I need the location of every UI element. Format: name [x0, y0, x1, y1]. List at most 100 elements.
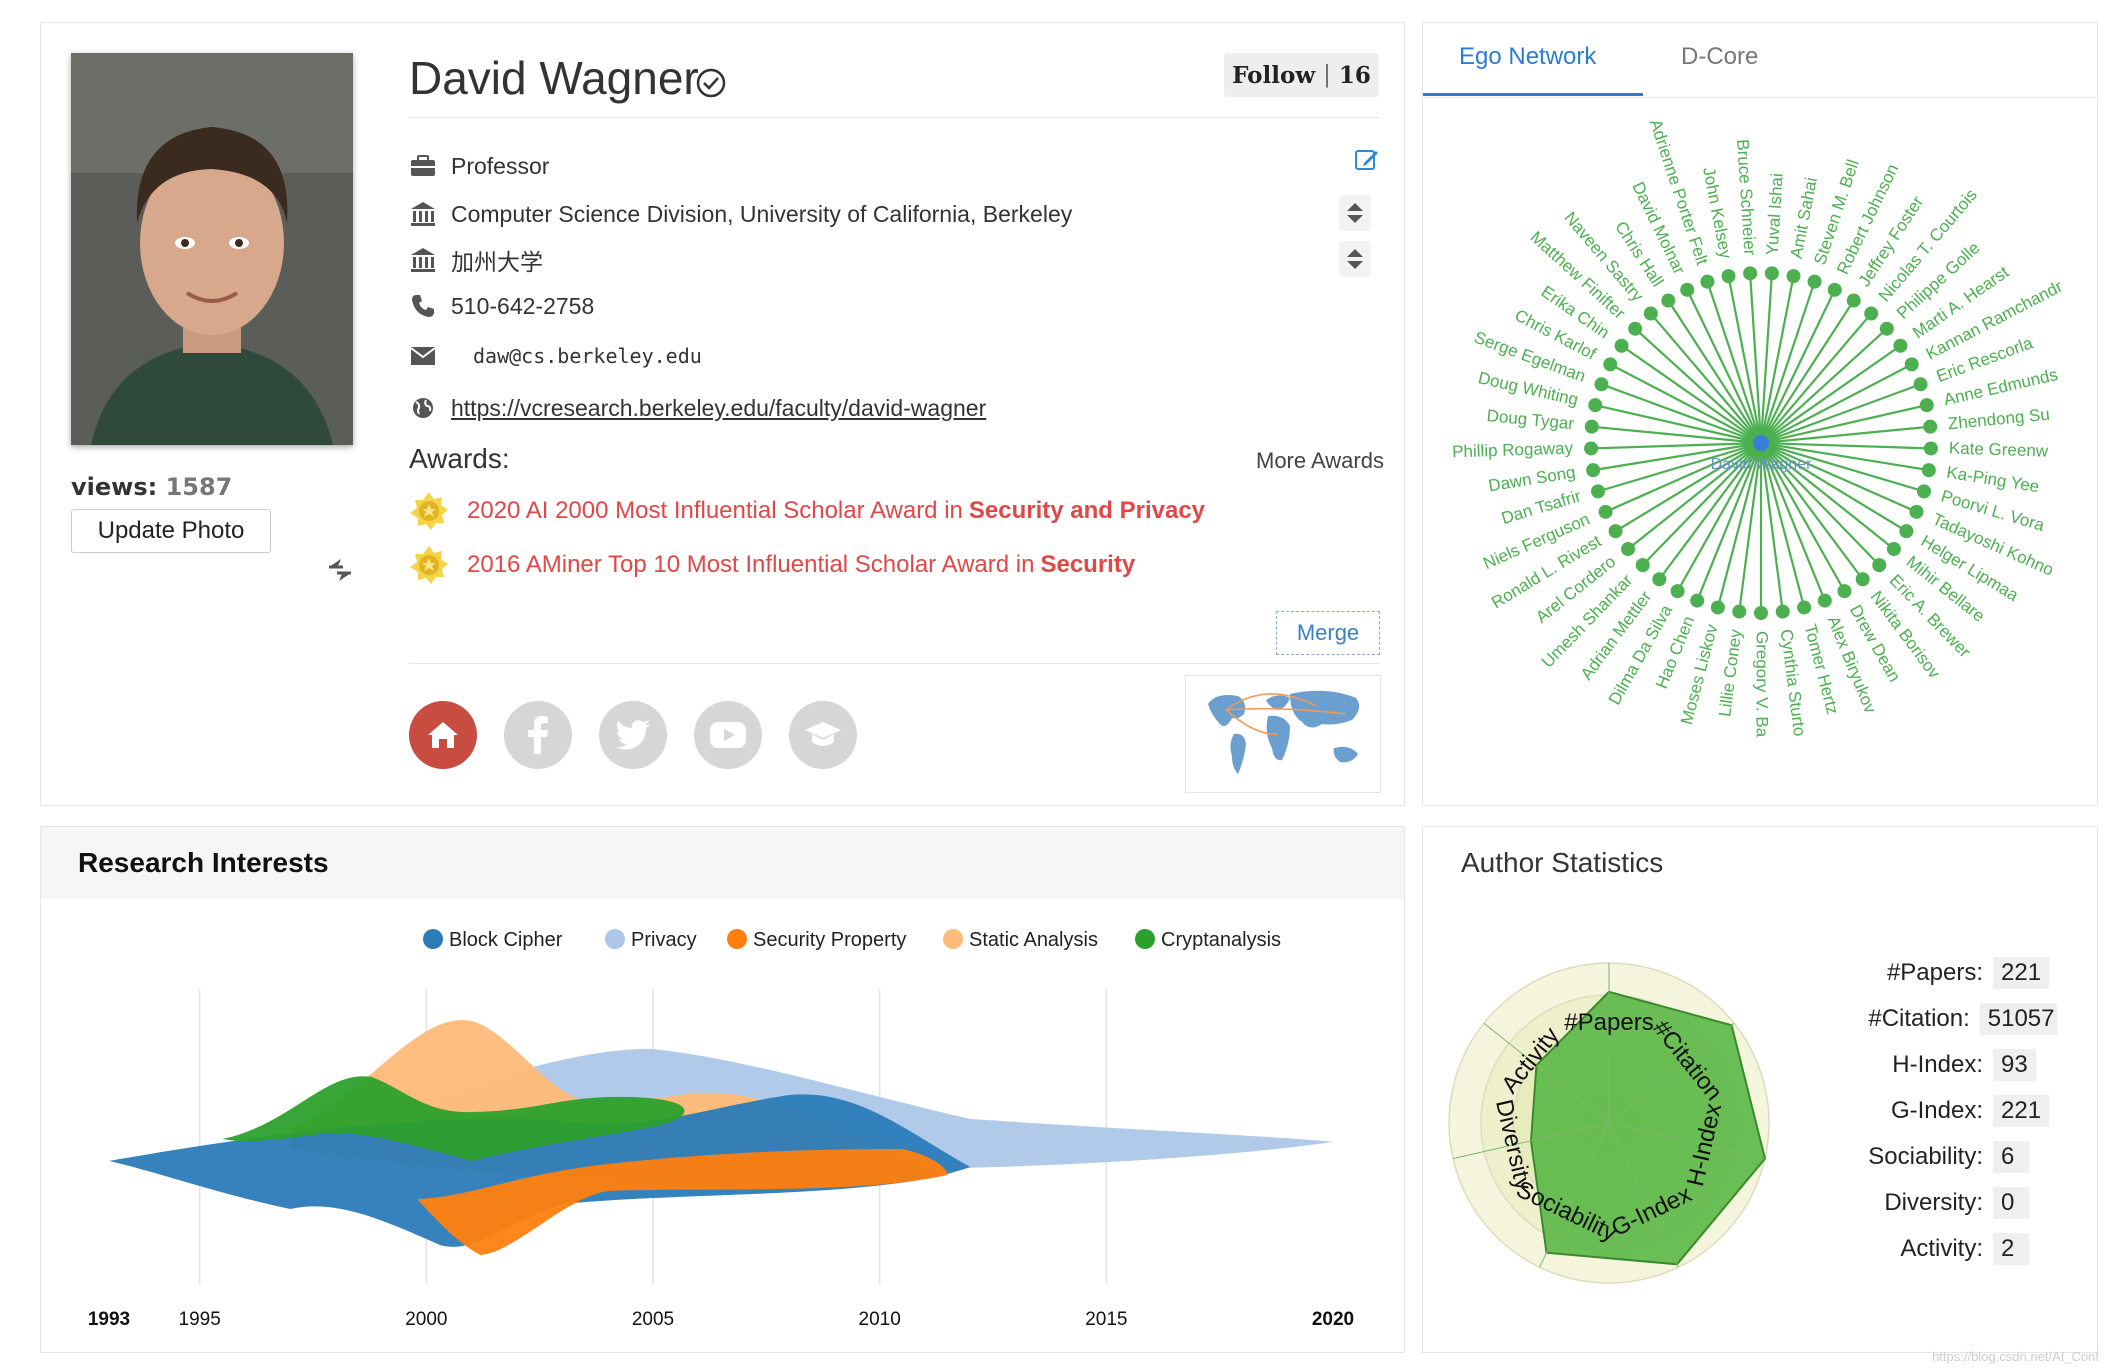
scholar-button[interactable]: [789, 701, 857, 769]
coauthor-node[interactable]: [1864, 306, 1879, 321]
coauthor-node[interactable]: [1797, 600, 1812, 615]
coauthor-node[interactable]: [1608, 524, 1623, 539]
coauthor-label[interactable]: Kate Greenw: [1949, 439, 2049, 461]
stat-row: Activity: 2: [1823, 1233, 2057, 1265]
coauthor-node[interactable]: [1754, 606, 1768, 620]
coauthor-node[interactable]: [1921, 463, 1936, 478]
reorder-button[interactable]: [1339, 195, 1371, 231]
coauthor-node[interactable]: [1743, 266, 1758, 281]
coauthor-node[interactable]: [1899, 524, 1914, 539]
coauthor-node[interactable]: [1621, 541, 1636, 556]
coauthor-node[interactable]: [1827, 282, 1842, 297]
edit-icon[interactable]: [1354, 147, 1380, 177]
coauthor-node[interactable]: [1603, 357, 1618, 372]
center-node[interactable]: [1753, 435, 1769, 451]
coauthor-node[interactable]: [1764, 266, 1779, 281]
coauthor-node[interactable]: [1775, 604, 1790, 619]
coauthor-label[interactable]: Lillie Coney: [1715, 628, 1745, 718]
swap-icon[interactable]: [323, 553, 357, 587]
coauthor-node[interactable]: [1913, 377, 1928, 392]
coauthor-node[interactable]: [1855, 572, 1870, 587]
coauthor-label[interactable]: Bruce Schneier: [1733, 139, 1759, 257]
reorder-button[interactable]: [1339, 241, 1371, 277]
coauthor-node[interactable]: [1628, 321, 1643, 336]
tab-ego-network[interactable]: Ego Network: [1459, 43, 1597, 70]
stat-row: Sociability: 6: [1823, 1141, 2057, 1173]
coauthor-node[interactable]: [1886, 541, 1901, 556]
more-awards-link[interactable]: More Awards: [1256, 448, 1384, 473]
coauthor-node[interactable]: [1916, 484, 1931, 499]
coauthor-node[interactable]: [1680, 282, 1695, 297]
coauthor-label[interactable]: Doug Tygar: [1486, 406, 1575, 433]
coauthor-node[interactable]: [1732, 604, 1747, 619]
coauthor-node[interactable]: [1614, 338, 1629, 353]
coauthor-node[interactable]: [1598, 504, 1613, 519]
coauthor-node[interactable]: [1872, 558, 1887, 573]
coauthor-node[interactable]: [1721, 269, 1736, 284]
coauthor-node[interactable]: [1919, 398, 1934, 413]
legend-item[interactable]: Block Cipher: [423, 929, 563, 951]
coauthor-label[interactable]: Zhendong Su: [1947, 405, 2050, 434]
award-item[interactable]: 2020 AI 2000 Most Influential Scholar Aw…: [409, 491, 1205, 531]
radar-axis: [1483, 1022, 1610, 1124]
ego-edge: [1760, 425, 1931, 445]
coauthor-node[interactable]: [1817, 593, 1832, 608]
coauthor-label[interactable]: Adrienne Porter Felt: [1646, 117, 1712, 268]
coauthor-node[interactable]: [1652, 572, 1667, 587]
legend-item[interactable]: Static Analysis: [943, 929, 1098, 951]
affiliation-zh-row: 加州大学: [409, 243, 543, 277]
security-property-area[interactable]: [417, 1149, 948, 1255]
coauthor-node[interactable]: [1591, 484, 1606, 499]
coauthor-node[interactable]: [1661, 293, 1676, 308]
coauthor-node[interactable]: [1700, 274, 1715, 289]
coauthor-node[interactable]: [1710, 600, 1725, 615]
coauthor-node[interactable]: [1786, 269, 1801, 284]
research-interests-chart[interactable]: Block Cipher Privacy Security Property Stat…: [41, 899, 1406, 1354]
update-photo-button[interactable]: Update Photo: [71, 509, 271, 553]
world-map[interactable]: [1185, 675, 1381, 793]
coauthor-node[interactable]: [1670, 584, 1685, 599]
legend-item[interactable]: Cryptanalysis: [1135, 929, 1281, 951]
ego-edge: [1706, 281, 1763, 444]
coauthor-node[interactable]: [1909, 504, 1924, 519]
coauthor-node[interactable]: [1846, 293, 1861, 308]
coauthor-node[interactable]: [1635, 558, 1650, 573]
medal-icon: [409, 491, 449, 531]
follow-button[interactable]: Follow | 16: [1224, 53, 1379, 97]
stat-label: #Papers:: [1886, 959, 1983, 986]
coauthor-node[interactable]: [1904, 357, 1919, 372]
ego-edge: [1658, 442, 1762, 580]
coauthor-node[interactable]: [1690, 593, 1705, 608]
legend-item[interactable]: Security Property: [727, 929, 906, 951]
coauthor-label[interactable]: Yuval Ishai: [1763, 173, 1787, 256]
legend-item[interactable]: Privacy: [605, 929, 697, 951]
coauthor-node[interactable]: [1643, 306, 1658, 321]
homepage-link[interactable]: https://vcresearch.berkeley.edu/faculty/…: [451, 394, 987, 421]
coauthor-node[interactable]: [1594, 377, 1609, 392]
twitter-button[interactable]: [599, 701, 667, 769]
coauthor-node[interactable]: [1879, 321, 1894, 336]
award-item[interactable]: 2016 AMiner Top 10 Most Influential Scho…: [409, 545, 1135, 585]
home-button[interactable]: [409, 701, 477, 769]
coauthor-label[interactable]: Gregory V. Ba: [1753, 631, 1772, 738]
coauthor-label[interactable]: Phillip Rogaway: [1452, 438, 1574, 461]
coauthor-node[interactable]: [1586, 463, 1601, 478]
coauthor-node[interactable]: [1923, 441, 1938, 456]
verified-icon: [695, 67, 727, 103]
ego-edge: [1760, 441, 1931, 450]
coauthor-node[interactable]: [1893, 338, 1908, 353]
coauthor-node[interactable]: [1588, 398, 1603, 413]
facebook-button[interactable]: [504, 701, 572, 769]
cryptanalysis-area[interactable]: [222, 1076, 685, 1161]
tab-d-core[interactable]: D-Core: [1681, 43, 1759, 70]
coauthor-label[interactable]: Cynthia Sturto: [1777, 628, 1810, 737]
divider: [409, 117, 1379, 118]
coauthor-node[interactable]: [1807, 274, 1822, 289]
merge-button[interactable]: Merge: [1276, 611, 1380, 655]
coauthor-node[interactable]: [1837, 584, 1852, 599]
coauthor-node[interactable]: [1584, 419, 1599, 434]
coauthor-node[interactable]: [1923, 419, 1938, 434]
youtube-button[interactable]: [694, 701, 762, 769]
coauthor-node[interactable]: [1584, 441, 1599, 456]
